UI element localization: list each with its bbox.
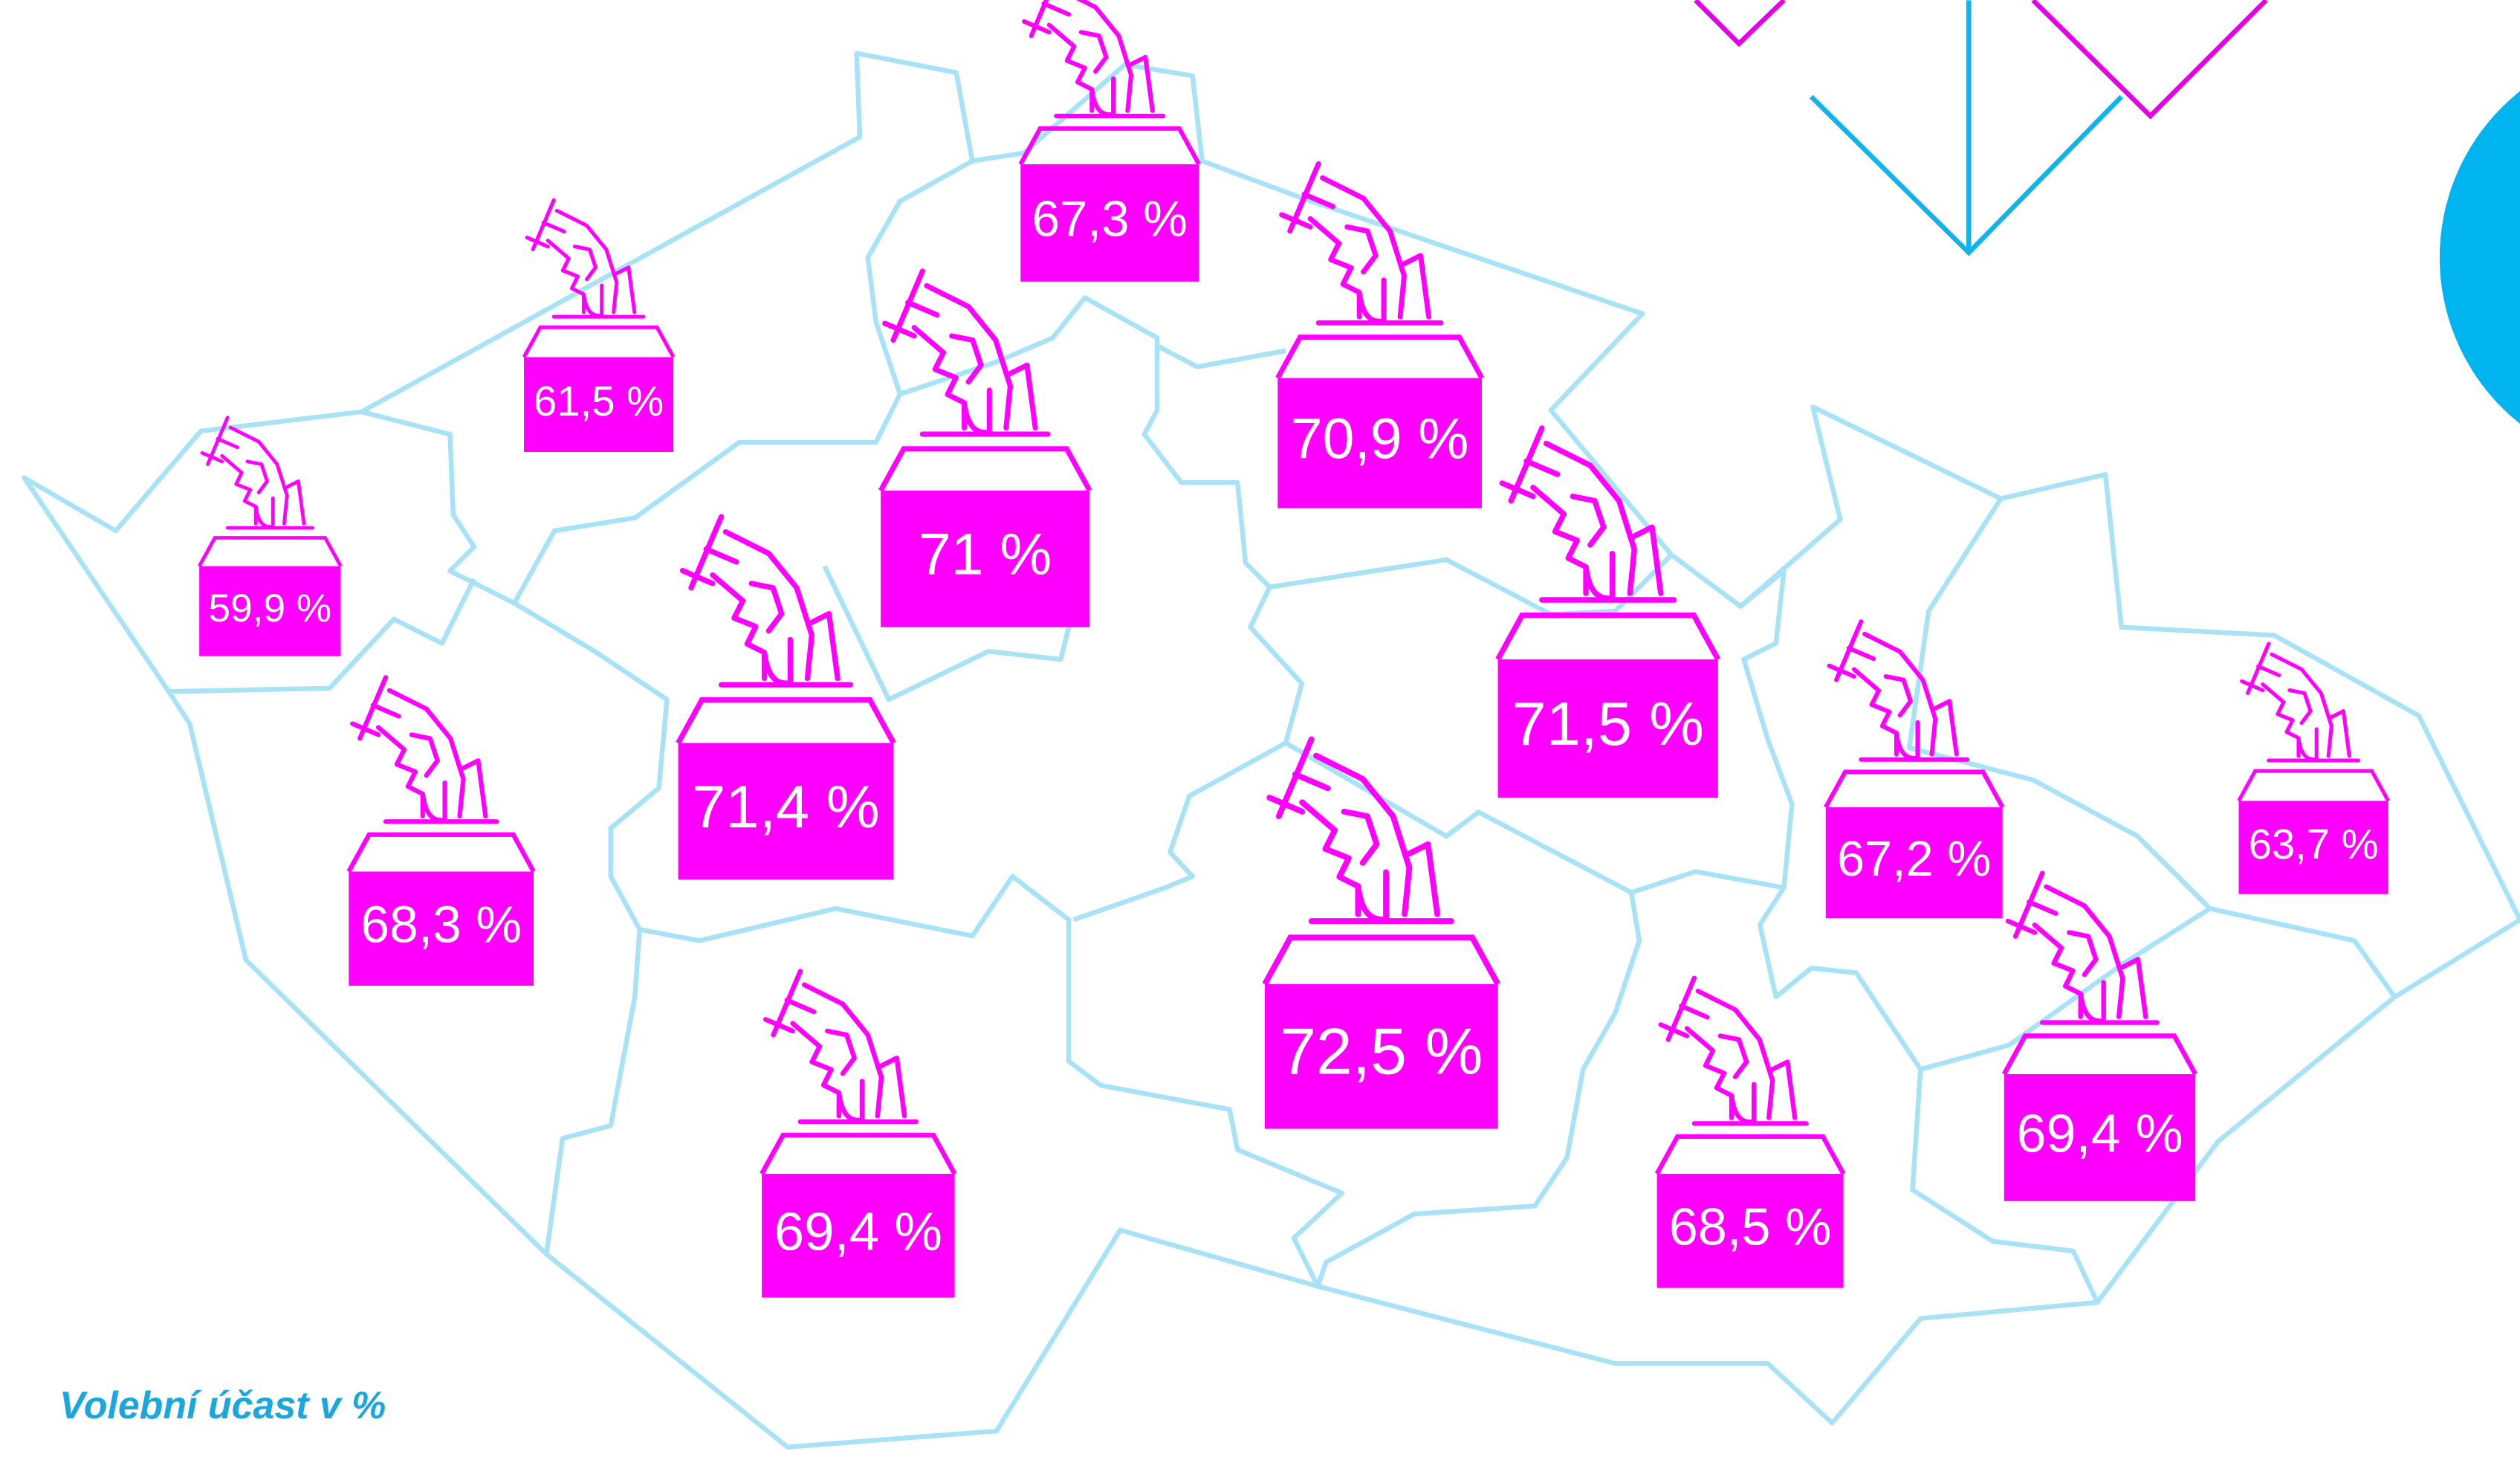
turnout-label: 71,4 % <box>692 774 879 841</box>
turnout-label: 69,4 % <box>774 1201 942 1261</box>
ballot-icon: 71,5 % <box>1495 425 1721 798</box>
region-border <box>1072 586 1304 923</box>
ballot-hand <box>525 198 646 319</box>
turnout-label: 69,4 % <box>2016 1104 2183 1163</box>
ballot-hand <box>1658 975 1809 1126</box>
ballot-icon: 63,7 % <box>2237 642 2390 894</box>
ballot-icon: 68,3 % <box>346 675 536 986</box>
ballot-box <box>199 566 341 656</box>
region-border <box>1739 568 1795 888</box>
ballot-lid <box>198 536 343 567</box>
decor-line <box>2031 0 2268 120</box>
ballot-lid <box>676 697 896 745</box>
turnout-label: 59,9 % <box>209 587 332 630</box>
region-border <box>169 578 476 694</box>
region-border <box>1284 740 2100 1304</box>
turnout-label: 68,3 % <box>360 896 522 954</box>
ballot-box <box>678 743 894 880</box>
ballot-hand <box>2240 642 2360 763</box>
turnout-label: 72,5 % <box>1280 1015 1483 1088</box>
region-border <box>2209 906 2397 999</box>
region-border <box>1156 343 1286 369</box>
ballot-icon: 71,4 % <box>676 514 896 880</box>
turnout-label: 70,9 % <box>1291 407 1469 471</box>
ballot-box <box>349 871 534 986</box>
ballot-lid <box>1262 934 1501 986</box>
ballot-icon: 67,2 % <box>1824 619 2005 919</box>
ballot-lid <box>1275 335 1484 380</box>
decor-circle <box>2439 91 2520 424</box>
ballot-icon: 71 % <box>878 268 1092 627</box>
ballot-box <box>2238 801 2388 894</box>
ballot-lid <box>759 1132 957 1175</box>
ballot-lid <box>1018 126 1201 166</box>
ballot-hand <box>763 969 919 1125</box>
ballot-box <box>881 490 1090 627</box>
turnout-label: 63,7 % <box>2249 821 2379 868</box>
ballot-box <box>1656 1174 1844 1288</box>
ballot-hand <box>1266 736 1454 925</box>
ballot-hand <box>882 268 1051 437</box>
turnout-label: 67,2 % <box>1837 832 1991 887</box>
ballot-lid <box>2001 1033 2197 1076</box>
ballot-hand <box>1022 0 1166 119</box>
ballot-box <box>524 357 674 453</box>
ballot-box <box>1020 164 1199 282</box>
region-borders <box>22 51 2520 1450</box>
ballot-hand <box>1279 161 1444 326</box>
ballot-icon: 69,4 % <box>2001 870 2197 1201</box>
region-border <box>513 601 1345 1288</box>
region-border <box>899 295 1674 617</box>
turnout-label: 67,3 % <box>1032 192 1188 248</box>
ballot-box <box>1277 378 1482 508</box>
turnout-label: 71 % <box>919 522 1052 587</box>
ballot-hand <box>350 675 499 824</box>
ballot-box <box>1497 659 1718 798</box>
ballot-hand <box>200 416 314 530</box>
ballot-hand <box>2005 870 2160 1025</box>
ballot-icon: 72,5 % <box>1262 736 1501 1129</box>
region-border <box>822 565 1080 702</box>
ballot-icon: 69,4 % <box>759 969 957 1298</box>
turnout-label: 68,5 % <box>1669 1197 1832 1256</box>
region-border <box>1315 892 1642 1288</box>
ballot-lid <box>1495 613 1721 661</box>
country-outline <box>22 51 2520 1450</box>
ballot-box <box>1264 983 1498 1129</box>
ballot-hand <box>1499 425 1677 603</box>
turnout-label: 61,5 % <box>534 378 664 424</box>
ballot-lid <box>1654 1134 1846 1175</box>
region-border <box>512 158 974 604</box>
ballot-icon: 67,3 % <box>1018 0 1201 282</box>
ballot-lid <box>878 446 1092 492</box>
ballot-lid <box>346 832 536 873</box>
ballot-box <box>762 1174 955 1298</box>
ballot-icon: 61,5 % <box>522 198 676 453</box>
ballot-hand <box>1827 619 1970 762</box>
region-border <box>544 929 642 1255</box>
ballot-icon: 70,9 % <box>1275 161 1484 508</box>
ballot-lid <box>522 325 676 358</box>
ballot-lid <box>1824 769 2005 809</box>
ballot-box <box>1825 807 2003 919</box>
turnout-label: 71,5 % <box>1512 689 1703 758</box>
region-border <box>360 409 516 606</box>
ballot-hand <box>679 514 854 688</box>
ballot-lid <box>2237 769 2390 802</box>
decor-line <box>1694 0 1786 48</box>
ballot-icon: 68,5 % <box>1654 975 1846 1288</box>
ballot-box <box>2004 1073 2196 1201</box>
region-border <box>1906 497 2212 1072</box>
caption: Volební účast v % <box>59 1383 386 1427</box>
ballot-icon: 59,9 % <box>198 416 343 656</box>
